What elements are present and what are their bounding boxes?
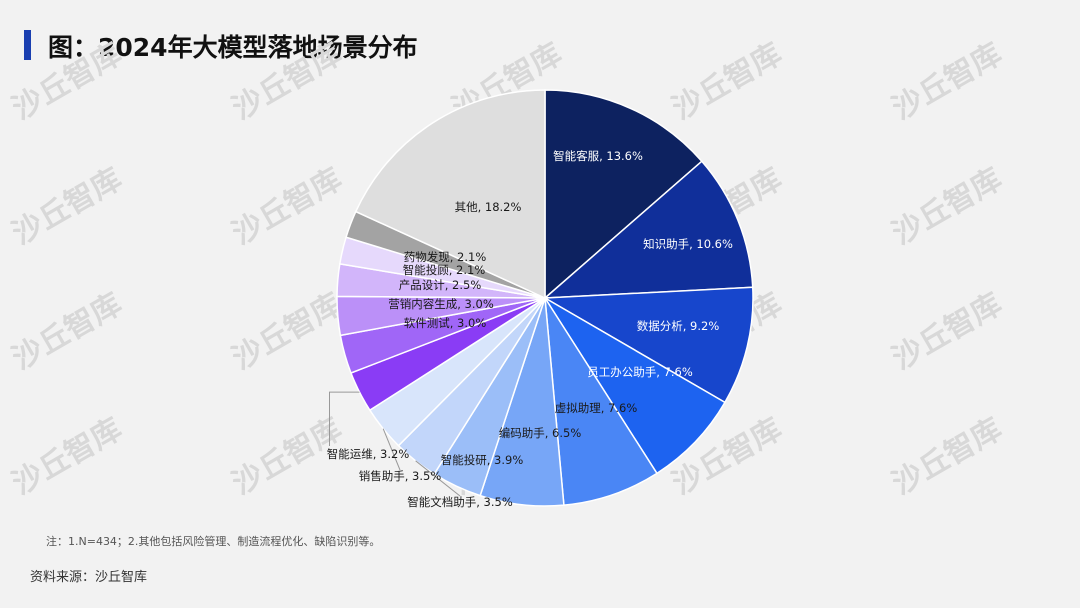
slice-label: 编码助手, 6.5% bbox=[499, 426, 582, 440]
pie-slice bbox=[544, 89, 703, 300]
leader-line bbox=[329, 391, 360, 446]
leader-line bbox=[415, 460, 461, 497]
slice-label: 智能投顾, 2.1% bbox=[403, 263, 486, 277]
footnote: 注：1.N=434；2.其他包括风险管理、制造流程优化、缺陷识别等。 bbox=[46, 535, 381, 548]
page-title: 图：2024年大模型落地场景分布 bbox=[48, 33, 418, 62]
watermark-text: 沙丘智库 bbox=[227, 287, 348, 377]
slice-label: 销售助手, 3.5% bbox=[359, 469, 442, 483]
slice-label: 智能投研, 3.9% bbox=[441, 453, 524, 467]
slice-label: 产品设计, 2.5% bbox=[399, 278, 482, 292]
title-accent-bar bbox=[24, 30, 31, 60]
slice-label: 智能客服, 13.6% bbox=[553, 149, 643, 163]
slice-label: 数据分析, 9.2% bbox=[637, 319, 720, 333]
pie-slice bbox=[544, 297, 658, 506]
slice-label: 智能运维, 3.2% bbox=[327, 447, 410, 461]
slice-label: 软件测试, 3.0% bbox=[404, 316, 487, 330]
watermark-text: 沙丘智库 bbox=[887, 412, 1008, 502]
slice-label: 其他, 18.2% bbox=[455, 200, 522, 214]
watermark-text: 沙丘智库 bbox=[7, 162, 128, 252]
watermark-text: 沙丘智库 bbox=[887, 287, 1008, 377]
watermark-text: 沙丘智库 bbox=[227, 162, 348, 252]
watermark-text: 沙丘智库 bbox=[7, 412, 128, 502]
source-credit: 资料来源：沙丘智库 bbox=[30, 570, 148, 585]
watermark-text: 沙丘智库 bbox=[7, 287, 128, 377]
pie-slice bbox=[542, 286, 754, 404]
watermark-text: 沙丘智库 bbox=[7, 37, 128, 127]
slice-label: 虚拟助理, 7.6% bbox=[555, 401, 638, 415]
slice-labels: 智能客服, 13.6% 知识助手, 10.6% 数据分析, 9.2% 员工办公助手, … bbox=[327, 149, 733, 509]
slice-label: 营销内容生成, 3.0% bbox=[388, 297, 494, 311]
slice-label: 知识助手, 10.6% bbox=[643, 237, 733, 251]
slice-label: 智能文档助手, 3.5% bbox=[407, 495, 513, 509]
pie-slice bbox=[542, 160, 754, 299]
slice-label: 员工办公助手, 7.6% bbox=[587, 365, 693, 379]
pie-slices bbox=[336, 89, 754, 507]
leader-lines bbox=[329, 391, 461, 497]
watermark-text: 沙丘智库 bbox=[887, 162, 1008, 252]
watermark-text: 沙丘智库 bbox=[887, 37, 1008, 127]
pie-slice bbox=[544, 297, 726, 475]
leader-line bbox=[382, 428, 401, 471]
slice-label: 药物发现, 2.1% bbox=[404, 250, 487, 264]
watermark-text: 沙丘智库 bbox=[227, 37, 348, 127]
watermark-text: 沙丘智库 bbox=[667, 37, 788, 127]
pie-slice bbox=[354, 89, 546, 300]
